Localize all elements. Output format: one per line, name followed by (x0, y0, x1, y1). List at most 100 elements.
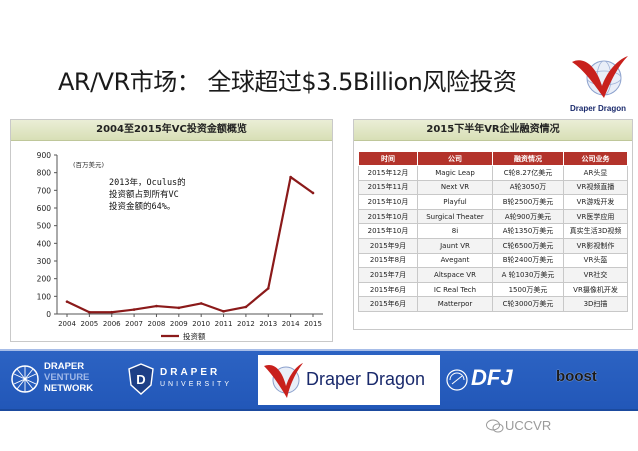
header-cell: 融资情况 (492, 151, 564, 166)
logo-caption: Draper Dragon (570, 104, 627, 113)
table-cell: VR社交 (563, 267, 628, 283)
table-cell: VR医学应用 (563, 208, 628, 225)
table-row: 2015年9月 Jaunt VR C轮6500万美元 VR影视制作 (358, 237, 628, 254)
draper-venture-network-logo: DRAPER VENTURE NETWORK (44, 361, 93, 394)
data-point (244, 305, 248, 309)
x-tick-label: 2006 (103, 320, 121, 328)
y-tick-label: 0 (46, 310, 51, 319)
draper-dragon-logo-icon (572, 56, 628, 98)
table-cell: 2015年10月 (358, 223, 418, 239)
chart-panel: 2004至2015年VC投资金额概览 0 100 200 300 400 500 600 70… (10, 119, 333, 342)
table-cell: 2015年10月 (358, 194, 418, 210)
logo-line: VENTURE (44, 372, 90, 383)
series-line (66, 175, 314, 314)
table-cell: 1500万美元 (492, 281, 564, 298)
table-cell: A轮900万美元 (492, 208, 564, 225)
x-tick-label: 2011 (215, 320, 233, 328)
table-panel: 2015下半年VR企业融资情况 时间 公司 融资情况 公司业务 2015年12月… (353, 119, 633, 330)
table-cell: B轮2500万美元 (492, 194, 564, 210)
draper-university-logo: DRAPER UNIVERSITY (160, 367, 232, 391)
x-tick-label: 2014 (282, 320, 300, 328)
table-cell: Jaunt VR (417, 237, 493, 254)
table-row: 2015年11月 Next VR A轮3050万 VR视频直播 (358, 179, 628, 196)
x-tick-label: 2009 (170, 320, 188, 328)
table-cell: 2015年9月 (358, 237, 418, 254)
y-tick-label: 600 (37, 204, 52, 213)
table-cell: 2015年8月 (358, 252, 418, 269)
y-tick-label: 900 (37, 151, 52, 160)
table-row: 2015年7月 Altspace VR A 轮1030万美元 VR社交 (358, 267, 628, 283)
logo-line: DRAPER (44, 361, 85, 372)
table-row: 2015年10月 Surgical Theater A轮900万美元 VR医学应用 (358, 208, 628, 225)
data-point (311, 191, 315, 195)
table-cell: C轮8.27亿美元 (492, 165, 564, 181)
table-cell: A 轮1030万美元 (492, 267, 564, 283)
x-tick-label: 2007 (125, 320, 143, 328)
table-cell: Magic Leap (417, 165, 493, 181)
y-tick-label: 500 (37, 222, 52, 231)
table-cell: Next VR (417, 179, 493, 196)
table-cell: Playful (417, 194, 493, 210)
table-cell: 2015年12月 (358, 165, 418, 181)
data-point (199, 302, 203, 305)
data-point (88, 310, 91, 314)
y-tick-label: 700 (37, 186, 52, 195)
y-tick-label: 200 (37, 275, 52, 284)
table-cell: VR头盔 (563, 252, 628, 269)
x-tick-label: 2015 (304, 320, 322, 328)
y-tick-label: 800 (37, 169, 52, 178)
dfj-logo: DFJ (471, 365, 513, 390)
chart-title: 2004至2015年VC投资金额概览 (11, 120, 332, 141)
table-cell: AR头显 (563, 165, 628, 181)
header-cell: 公司业务 (563, 151, 628, 166)
slide-title: AR/VR市场： 全球超过$3.5Billion风险投资 (58, 68, 517, 96)
data-point (132, 308, 136, 311)
partner-logo-band: DRAPER VENTURE NETWORK D DRAPER UNIVERSI… (0, 349, 638, 411)
shield-icon: D (128, 363, 154, 395)
table-cell: VR游戏开发 (563, 194, 628, 210)
annotation-line: 2013年，Oculus的 (109, 177, 186, 188)
table-row: 2015年6月 IC Real Tech 1500万美元 VR摄像机开发 (358, 281, 628, 298)
financing-table: 时间 公司 融资情况 公司业务 2015年12月 Magic Leap C轮8.27… (358, 151, 628, 312)
table-cell: 真实生活3D视频 (563, 223, 628, 239)
y-axis-unit-label: (百万美元) (73, 160, 104, 169)
x-tick-label: 2008 (148, 320, 166, 328)
table-header-row: 时间 公司 融资情况 公司业务 (358, 151, 628, 166)
table-cell: IC Real Tech (417, 281, 493, 298)
y-tick-label: 300 (37, 257, 52, 266)
table-cell: C轮3000万美元 (492, 296, 564, 312)
table-cell: VR摄像机开发 (563, 281, 628, 298)
annotation-line: 投资金额的64%。 (109, 201, 175, 212)
table-cell: 2015年10月 (358, 208, 418, 225)
chart-annotation: 2013年，Oculus的投资额占到所有VC 投资金额的64%。 (109, 177, 186, 212)
table-cell: B轮2400万美元 (492, 252, 564, 269)
header-cell: 公司 (417, 151, 493, 166)
line-chart: 0 100 200 300 400 500 600 700 800 900 2004 2005 2006… (37, 151, 323, 341)
dragon-globe-icon (264, 363, 303, 398)
table-cell: A轮1350万美元 (492, 223, 564, 239)
table-row: 2015年12月 Magic Leap C轮8.27亿美元 AR头显 (358, 165, 628, 181)
table-cell: Altspace VR (417, 267, 493, 283)
table-row: 2015年10月 Playful B轮2500万美元 VR游戏开发 (358, 194, 628, 210)
logo-line: UNIVERSITY (160, 381, 233, 388)
table-cell: Surgical Theater (417, 208, 493, 225)
x-tick-label: 2013 (259, 320, 277, 328)
legend-label: 投资额 (183, 331, 206, 341)
data-point (222, 310, 225, 313)
table-cell: Avegant (417, 252, 493, 269)
logo-line: DRAPER (160, 367, 221, 378)
x-tick-label: 2010 (192, 320, 210, 328)
table-row: 2015年6月 Matterpor C轮3000万美元 3D扫描 (358, 296, 628, 312)
x-tick-label: 2004 (58, 320, 76, 328)
table-cell: 2015年6月 (358, 296, 418, 312)
table-cell: 2015年6月 (358, 281, 418, 298)
table-title: 2015下半年VR企业融资情况 (354, 120, 632, 141)
table-cell: Matterpor (417, 296, 493, 312)
table-cell: VR影视制作 (563, 237, 628, 254)
svg-text:D: D (136, 372, 145, 387)
wechat-icon (486, 419, 504, 433)
table-cell: C轮6500万美元 (492, 237, 564, 254)
network-globe-icon (11, 365, 39, 393)
table-cell: VR视频直播 (563, 179, 628, 196)
data-point (155, 304, 158, 308)
